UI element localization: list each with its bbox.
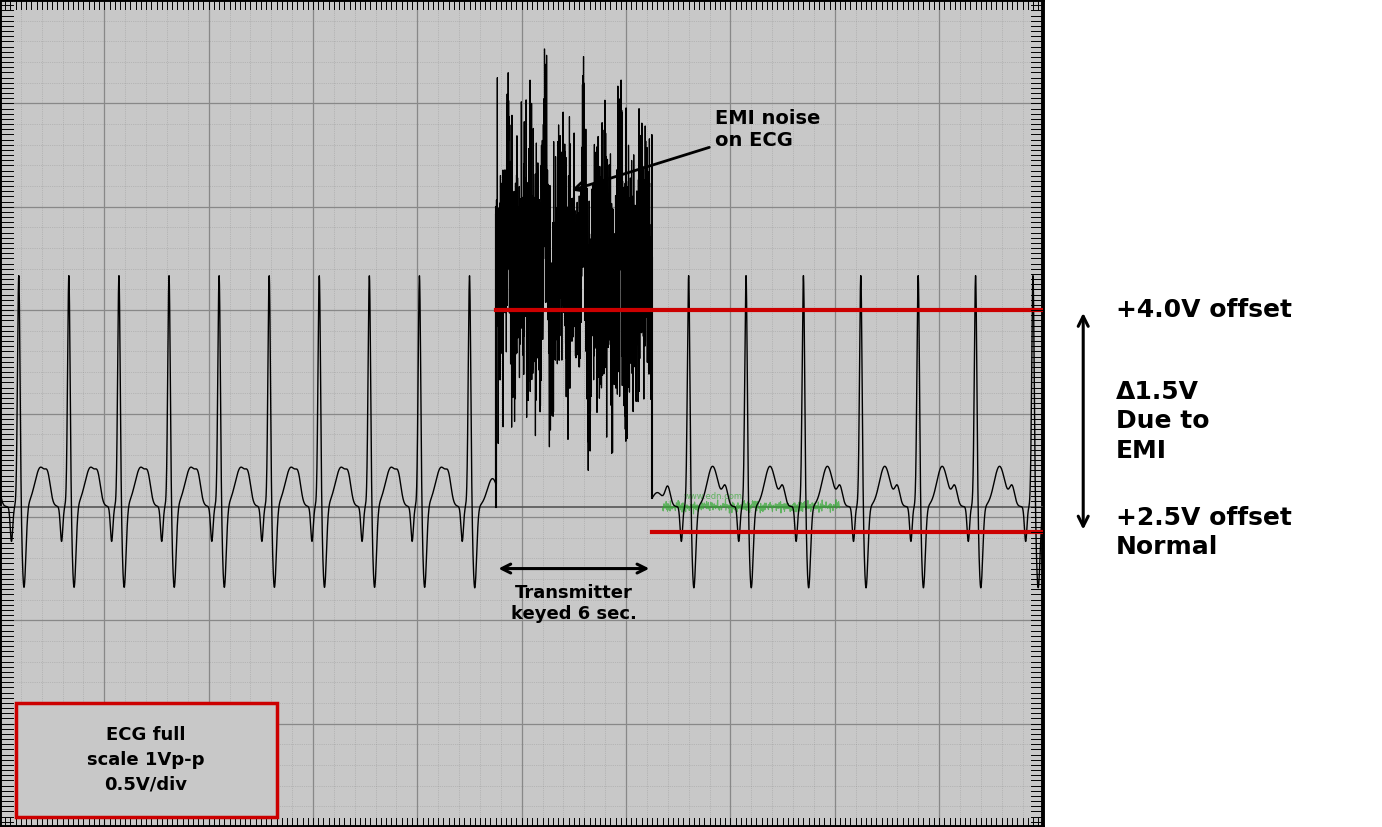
Text: +4.0V offset: +4.0V offset — [1115, 298, 1292, 323]
Text: EMI noise
on ECG: EMI noise on ECG — [575, 108, 820, 191]
Text: Δ1.5V
Due to
EMI: Δ1.5V Due to EMI — [1115, 380, 1209, 463]
Text: +2.5V offset
Normal: +2.5V offset Normal — [1115, 505, 1292, 559]
Text: Transmitter
keyed 6 sec.: Transmitter keyed 6 sec. — [511, 584, 637, 623]
FancyBboxPatch shape — [15, 703, 276, 816]
Text: ECG full
scale 1Vp-p
0.5V/div: ECG full scale 1Vp-p 0.5V/div — [87, 726, 205, 794]
Text: www.edn.com: www.edn.com — [684, 492, 742, 501]
